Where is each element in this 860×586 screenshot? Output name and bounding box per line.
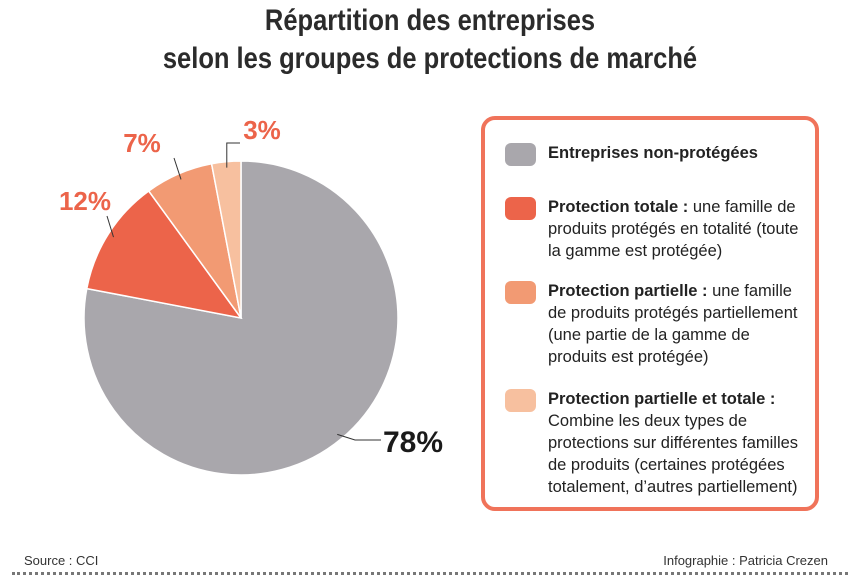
legend-item: Protection partielle et totale : Combine… xyxy=(505,388,808,498)
pie-slice xyxy=(83,160,399,476)
legend-item: Entreprises non-protégées xyxy=(505,142,808,166)
leader-line xyxy=(337,433,381,441)
legend-title: Protection partielle : xyxy=(548,282,708,300)
source-note: Source : CCI xyxy=(24,553,99,568)
data-label: 3% xyxy=(243,115,281,145)
legend-title: Protection partielle et totale : xyxy=(548,390,776,408)
legend-swatch xyxy=(505,389,536,412)
leader-line xyxy=(173,157,182,180)
legend-text: Combine les deux types de protections su… xyxy=(548,412,799,496)
legend-title: Protection totale : xyxy=(548,198,689,216)
legend-text: une famille de produits protégés partiel… xyxy=(548,282,798,366)
pie-slice xyxy=(210,160,242,319)
legend: Entreprises non-protégées Protection tot… xyxy=(481,116,819,511)
legend-item: Protection totale : une famille de produ… xyxy=(505,196,808,262)
leader-line xyxy=(106,215,114,238)
legend-title: Entreprises non-protégées xyxy=(548,144,758,162)
pie-chart: 78% 12% 7% 3% xyxy=(59,115,443,476)
legend-swatch xyxy=(505,197,536,220)
legend-text: une famille de produits protégés en tota… xyxy=(548,198,799,260)
credit-note: Infographie : Patricia Crezen xyxy=(663,553,828,568)
footer-divider xyxy=(12,572,848,575)
legend-swatch xyxy=(505,143,536,166)
chart-title-line1: Répartition des entreprises xyxy=(264,4,596,37)
data-label: 12% xyxy=(59,186,111,216)
data-label: 78% xyxy=(383,426,443,459)
legend-item: Protection partielle : une famille de pr… xyxy=(505,280,808,368)
chart-title-line2: selon les groupes de protections de marc… xyxy=(162,42,698,75)
leader-line xyxy=(226,142,240,168)
data-label: 7% xyxy=(123,128,161,158)
legend-swatch xyxy=(505,281,536,304)
pie-slice xyxy=(85,189,243,320)
